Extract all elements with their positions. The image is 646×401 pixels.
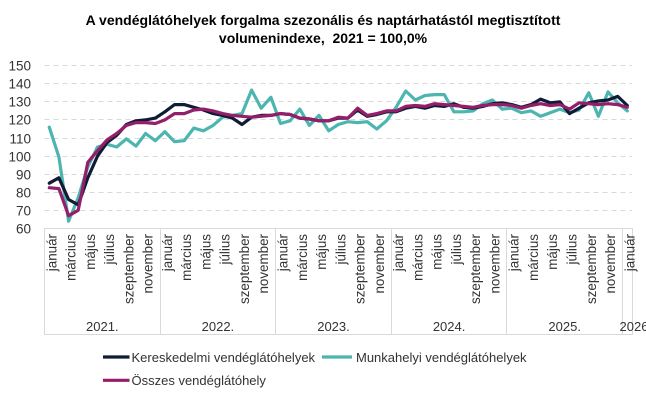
- svg-text:140: 140: [8, 77, 31, 92]
- svg-text:80: 80: [16, 186, 31, 201]
- svg-text:november: november: [603, 233, 618, 293]
- svg-text:január: január: [276, 233, 291, 272]
- svg-text:július: július: [449, 234, 464, 266]
- svg-text:szeptember: szeptember: [584, 233, 599, 304]
- svg-text:szeptember: szeptember: [121, 233, 136, 304]
- svg-text:március: március: [295, 234, 310, 281]
- svg-text:100: 100: [8, 150, 31, 165]
- svg-text:Összes vendéglátóhely: Összes vendéglátóhely: [132, 373, 267, 388]
- svg-text:május: május: [314, 234, 329, 270]
- svg-text:március: március: [179, 234, 194, 281]
- svg-text:július: július: [102, 234, 117, 266]
- svg-text:január: január: [160, 233, 175, 272]
- svg-text:2024.: 2024.: [433, 319, 466, 334]
- svg-text:március: március: [64, 234, 79, 281]
- svg-text:2025.: 2025.: [548, 319, 581, 334]
- svg-text:Kereskedelmi vendéglátóhelyek: Kereskedelmi vendéglátóhelyek: [132, 350, 316, 365]
- svg-text:május: május: [83, 234, 98, 270]
- svg-text:szeptember: szeptember: [237, 233, 252, 304]
- svg-text:november: november: [487, 233, 502, 293]
- svg-text:július: július: [218, 234, 233, 266]
- svg-text:130: 130: [8, 95, 31, 110]
- svg-text:60: 60: [16, 222, 31, 237]
- svg-text:március: március: [526, 234, 541, 281]
- svg-text:július: július: [565, 234, 580, 266]
- svg-text:Munkahelyi vendéglátóhelyek: Munkahelyi vendéglátóhelyek: [356, 350, 527, 365]
- svg-text:január: január: [44, 233, 59, 272]
- svg-text:november: november: [256, 233, 271, 293]
- svg-text:november: november: [141, 233, 156, 293]
- svg-text:70: 70: [16, 204, 31, 219]
- svg-text:150: 150: [8, 59, 31, 74]
- svg-text:110: 110: [9, 132, 31, 147]
- svg-text:szeptember: szeptember: [468, 233, 483, 304]
- svg-text:január: január: [391, 233, 406, 272]
- svg-text:2026: 2026: [620, 319, 646, 334]
- svg-text:május: május: [430, 234, 445, 270]
- svg-text:120: 120: [8, 113, 31, 128]
- svg-text:január: január: [622, 233, 637, 272]
- svg-text:november: november: [372, 233, 387, 293]
- svg-text:július: július: [333, 234, 348, 266]
- svg-text:90: 90: [16, 168, 31, 183]
- svg-text:szeptember: szeptember: [353, 233, 368, 304]
- svg-text:2023.: 2023.: [317, 319, 350, 334]
- svg-text:május: május: [545, 234, 560, 270]
- svg-text:január: január: [507, 233, 522, 272]
- svg-text:2021.: 2021.: [86, 319, 119, 334]
- svg-text:március: március: [410, 234, 425, 281]
- svg-text:május: május: [198, 234, 213, 270]
- svg-text:2022.: 2022.: [202, 319, 235, 334]
